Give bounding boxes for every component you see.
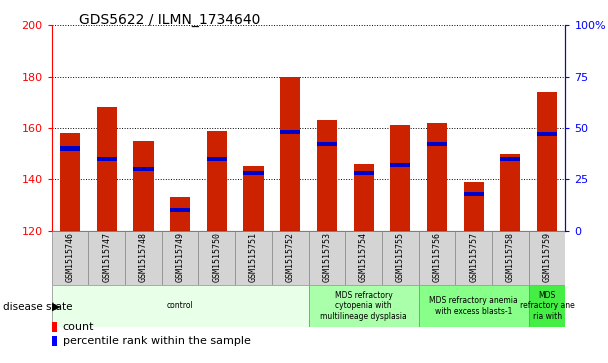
- Text: GSM1515754: GSM1515754: [359, 232, 368, 282]
- Bar: [390, 125, 410, 231]
- Bar: [97, 157, 117, 161]
- Text: MDS refractory
cytopenia with
multilineage dysplasia: MDS refractory cytopenia with multilinea…: [320, 291, 407, 321]
- Bar: [427, 142, 447, 146]
- Bar: [170, 197, 190, 231]
- Text: GSM1515748: GSM1515748: [139, 232, 148, 282]
- Bar: [317, 120, 337, 231]
- Bar: [345, 231, 382, 285]
- Text: GSM1515747: GSM1515747: [102, 232, 111, 282]
- Bar: [280, 130, 300, 134]
- Text: GSM1515750: GSM1515750: [212, 232, 221, 282]
- Bar: [464, 192, 484, 196]
- Text: GSM1515752: GSM1515752: [286, 232, 295, 282]
- Text: disease state: disease state: [3, 302, 72, 312]
- Bar: [60, 133, 80, 231]
- Bar: [317, 142, 337, 146]
- Bar: [529, 285, 565, 327]
- Text: MDS refractory anemia
with excess blasts-1: MDS refractory anemia with excess blasts…: [429, 296, 518, 315]
- Bar: [60, 146, 80, 151]
- Bar: [308, 285, 419, 327]
- Bar: [390, 163, 410, 167]
- Bar: [500, 157, 520, 161]
- Text: MDS
refractory ane
ria with: MDS refractory ane ria with: [520, 291, 575, 321]
- Bar: [133, 141, 153, 231]
- Bar: [207, 157, 227, 161]
- Text: percentile rank within the sample: percentile rank within the sample: [63, 336, 250, 346]
- Text: GSM1515755: GSM1515755: [396, 232, 405, 282]
- Text: GSM1515758: GSM1515758: [506, 232, 515, 282]
- Bar: [537, 132, 557, 136]
- Bar: [243, 171, 264, 175]
- Text: count: count: [63, 322, 94, 333]
- Text: GSM1515751: GSM1515751: [249, 232, 258, 282]
- Bar: [419, 231, 455, 285]
- Bar: [353, 164, 374, 231]
- Text: ▶: ▶: [52, 302, 60, 312]
- Bar: [207, 131, 227, 231]
- Text: GSM1515759: GSM1515759: [542, 232, 551, 282]
- Bar: [353, 171, 374, 175]
- Bar: [464, 182, 484, 231]
- Bar: [88, 231, 125, 285]
- Bar: [455, 231, 492, 285]
- Bar: [537, 92, 557, 231]
- Bar: [52, 231, 88, 285]
- Bar: [500, 154, 520, 231]
- Text: GDS5622 / ILMN_1734640: GDS5622 / ILMN_1734640: [79, 13, 260, 27]
- Bar: [529, 231, 565, 285]
- Text: GSM1515756: GSM1515756: [432, 232, 441, 282]
- Text: control: control: [167, 301, 193, 310]
- Bar: [492, 231, 529, 285]
- Bar: [272, 231, 308, 285]
- Bar: [235, 231, 272, 285]
- Text: GSM1515746: GSM1515746: [66, 232, 75, 282]
- Bar: [382, 231, 419, 285]
- Bar: [427, 123, 447, 231]
- Text: GSM1515757: GSM1515757: [469, 232, 478, 282]
- Bar: [52, 285, 308, 327]
- Text: GSM1515749: GSM1515749: [176, 232, 185, 282]
- Bar: [170, 208, 190, 212]
- Bar: [133, 167, 153, 171]
- Bar: [162, 231, 198, 285]
- Bar: [198, 231, 235, 285]
- Bar: [280, 77, 300, 231]
- Bar: [419, 285, 529, 327]
- Bar: [308, 231, 345, 285]
- Bar: [125, 231, 162, 285]
- Bar: [97, 107, 117, 231]
- Text: GSM1515753: GSM1515753: [322, 232, 331, 282]
- Bar: [243, 166, 264, 231]
